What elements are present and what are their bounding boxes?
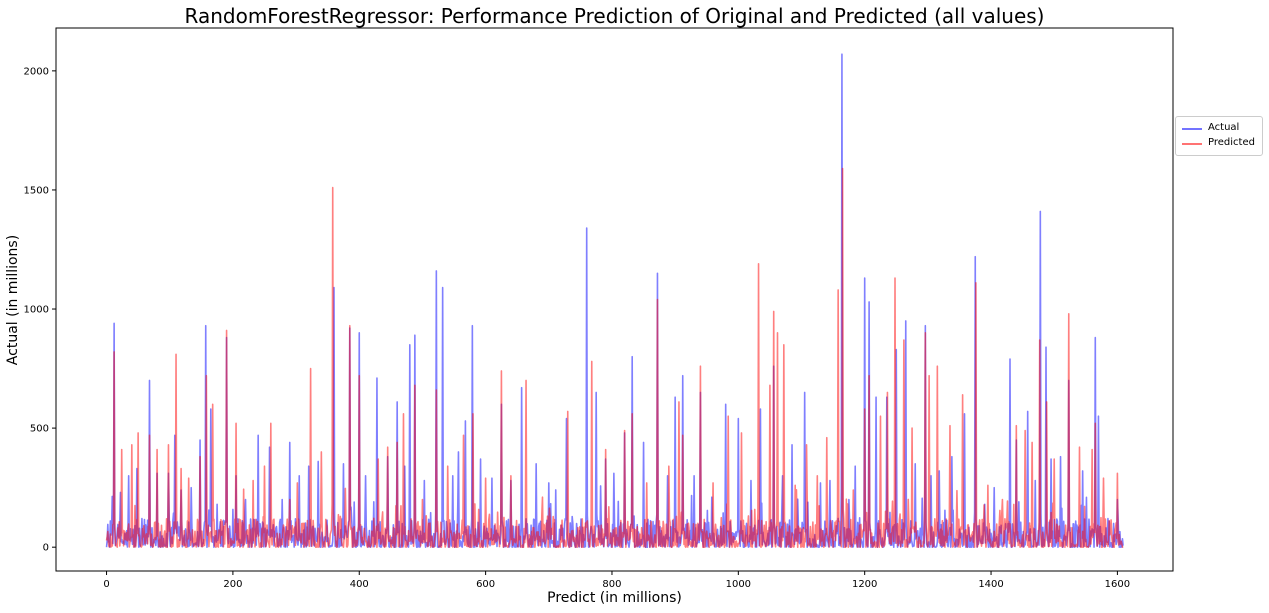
y-axis-label: Actual (in millions) — [5, 234, 21, 366]
x-axis-label: Predict (in millions) — [547, 590, 682, 606]
x-axis: 0 200 400 600 800 1000 1200 1400 1600 — [103, 571, 1130, 590]
legend-label-actual: Actual — [1208, 122, 1240, 133]
x-tick-label: 800 — [602, 579, 621, 590]
x-tick-label: 200 — [223, 579, 242, 590]
y-tick-label: 500 — [30, 424, 49, 435]
legend-swatch-actual — [1182, 128, 1202, 130]
x-tick-label: 1200 — [852, 579, 877, 590]
y-tick-label: 1000 — [24, 305, 49, 316]
y-tick-label: 1500 — [24, 185, 49, 196]
legend: Actual Predicted — [1175, 116, 1263, 156]
series-layer — [105, 53, 1124, 548]
legend-swatch-predicted — [1182, 143, 1202, 145]
series-line-predicted — [105, 167, 1124, 548]
x-tick-label: 400 — [350, 579, 369, 590]
axes-frame — [55, 27, 1174, 572]
x-tick-label: 1400 — [978, 579, 1003, 590]
legend-label-predicted: Predicted — [1208, 137, 1255, 148]
y-tick-label: 2000 — [24, 66, 49, 77]
y-axis: 0 500 1000 1500 2000 — [24, 66, 56, 554]
x-tick-label: 600 — [476, 579, 495, 590]
x-tick-label: 0 — [103, 579, 109, 590]
x-tick-label: 1600 — [1105, 579, 1130, 590]
y-tick-label: 0 — [43, 543, 49, 554]
series-line-actual — [105, 53, 1124, 548]
chart-title: RandomForestRegressor: Performance Predi… — [184, 4, 1045, 28]
x-tick-label: 1000 — [726, 579, 751, 590]
